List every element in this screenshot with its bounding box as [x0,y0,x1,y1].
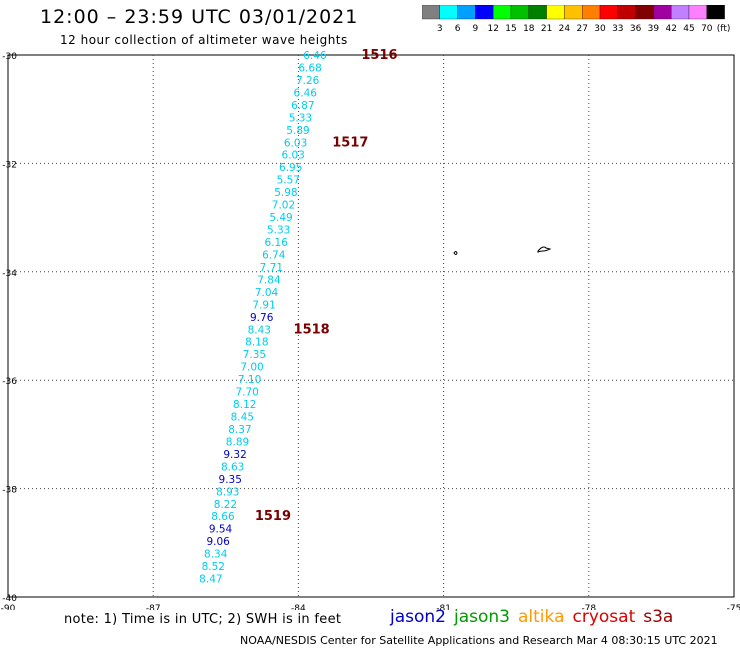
wave-height-value: 5.49 [269,212,292,224]
time-label: 1519 [255,509,291,524]
wave-height-value: 8.66 [211,511,235,523]
wave-height-colorbar: 3 6 9 12 15 18 21 24 27 30 33 36 39 42 45 70 (ft) [422,5,731,34]
x-tick-label: -78 [581,604,596,610]
colorbar-label: 30 [594,24,606,34]
colorbar-label: 70 [701,24,713,34]
wave-height-value: 5.33 [267,225,290,237]
x-tick-label: -84 [291,604,306,610]
y-tick-label: -40 [2,594,17,604]
wave-height-value: 7.00 [240,362,263,374]
note-text: note: 1) Time is in UTC; 2) SWH is in fe… [64,612,342,627]
wave-height-value: 7.71 [260,262,283,274]
wave-height-value: 5.57 [277,175,300,187]
wave-height-value: 7.26 [296,75,320,87]
wave-height-value: 9.76 [250,312,274,324]
wave-height-value: 9.35 [219,474,242,486]
wave-height-value: 8.43 [248,324,271,336]
wave-height-value: 8.37 [228,424,251,436]
colorbar-label: 12 [487,24,498,34]
wave-height-value: 8.45 [231,412,254,424]
wave-height-value: 8.47 [199,574,222,586]
colorbar-label: 42 [665,24,676,34]
colorbar-label: 33 [612,24,623,34]
wave-height-value: 8.93 [216,486,239,498]
wave-height-value: 7.35 [243,349,266,361]
wave-height-value: 7.84 [257,274,281,286]
island-outline [537,246,552,253]
y-tick-label: -36 [2,377,17,387]
colorbar-label: 6 [455,24,461,34]
satellite-legend-jason2: jason2 [390,607,446,627]
y-tick-label: -38 [2,486,17,496]
colorbar-label: 39 [648,24,660,34]
wave-height-value: 9.54 [209,524,233,536]
altimeter-plot: -90 -87 -84 -81 -78 -75 -30 -32 -34 -36 -38 -40 6.46… [1,48,740,610]
wave-height-value: 6.87 [291,100,314,112]
wave-height-value: 6.46 [294,87,318,99]
wave-height-value: 8.12 [233,399,256,411]
y-tick-label: -34 [2,269,17,279]
satellite-legend: jason2 jason3 altika cryosat s3a [390,607,681,627]
wave-height-value: 5.89 [286,125,309,137]
colorbar-label: 15 [505,24,516,34]
satellite-legend-cryosat: cryosat [572,607,636,627]
time-label: 1516 [361,48,397,63]
x-tick-label: -90 [1,604,16,610]
wave-height-value: 8.63 [221,461,244,473]
colorbar-label: 45 [683,24,694,34]
wave-height-value: 6.95 [279,162,302,174]
wave-height-value: 6.46 [303,50,327,62]
chart-subtitle: 12 hour collection of altimeter wave hei… [60,33,348,47]
satellite-legend-altika: altika [518,607,565,627]
x-tick-label: -87 [146,604,161,610]
wave-height-value: 5.98 [274,187,297,199]
wave-height-value: 6.74 [262,249,286,261]
wave-height-value: 8.22 [214,499,237,511]
plot-frame [7,54,735,598]
colorbar-swatch [706,5,725,20]
wave-height-value: 6.16 [265,237,289,249]
island-outline [453,251,458,255]
colorbar-label: 9 [473,24,479,34]
x-tick-label: -75 [727,604,740,610]
colorbar-label: 27 [576,24,587,34]
colorbar-label: 21 [541,24,552,34]
wave-height-value: 7.02 [272,200,295,212]
wave-height-value: 8.18 [245,337,268,349]
wave-height-value: 6.03 [284,137,307,149]
credit-text: NOAA/NESDIS Center for Satellite Applica… [240,634,718,647]
x-tick-label: -81 [436,604,451,610]
wave-height-value: 7.10 [238,374,261,386]
colorbar-label: 24 [559,24,571,34]
wave-height-value: 8.52 [202,561,225,573]
wave-height-value: 8.89 [226,436,249,448]
y-tick-label: -30 [2,52,17,62]
colorbar-label: 18 [523,24,535,34]
wave-height-value: 7.70 [235,387,258,399]
wave-height-value: 6.68 [298,62,321,74]
time-label: 1517 [332,135,368,150]
wave-height-value: 5.33 [289,112,312,124]
colorbar-label: 36 [630,24,642,34]
wave-height-value: 9.32 [223,449,246,461]
wave-height-value: 7.04 [255,287,279,299]
satellite-legend-jason3: jason3 [454,607,510,627]
wave-height-value: 6.03 [281,150,304,162]
wave-height-value: 9.06 [206,536,230,548]
satellite-legend-s3a: s3a [643,607,674,627]
chart-title: 12:00 – 23:59 UTC 03/01/2021 [40,6,359,28]
y-tick-label: -32 [2,160,17,170]
wave-height-value: 7.91 [252,299,275,311]
colorbar-label: 3 [437,24,443,34]
colorbar-unit: (ft) [717,24,731,34]
time-label: 1518 [294,322,330,337]
wave-height-value: 8.34 [204,549,228,561]
